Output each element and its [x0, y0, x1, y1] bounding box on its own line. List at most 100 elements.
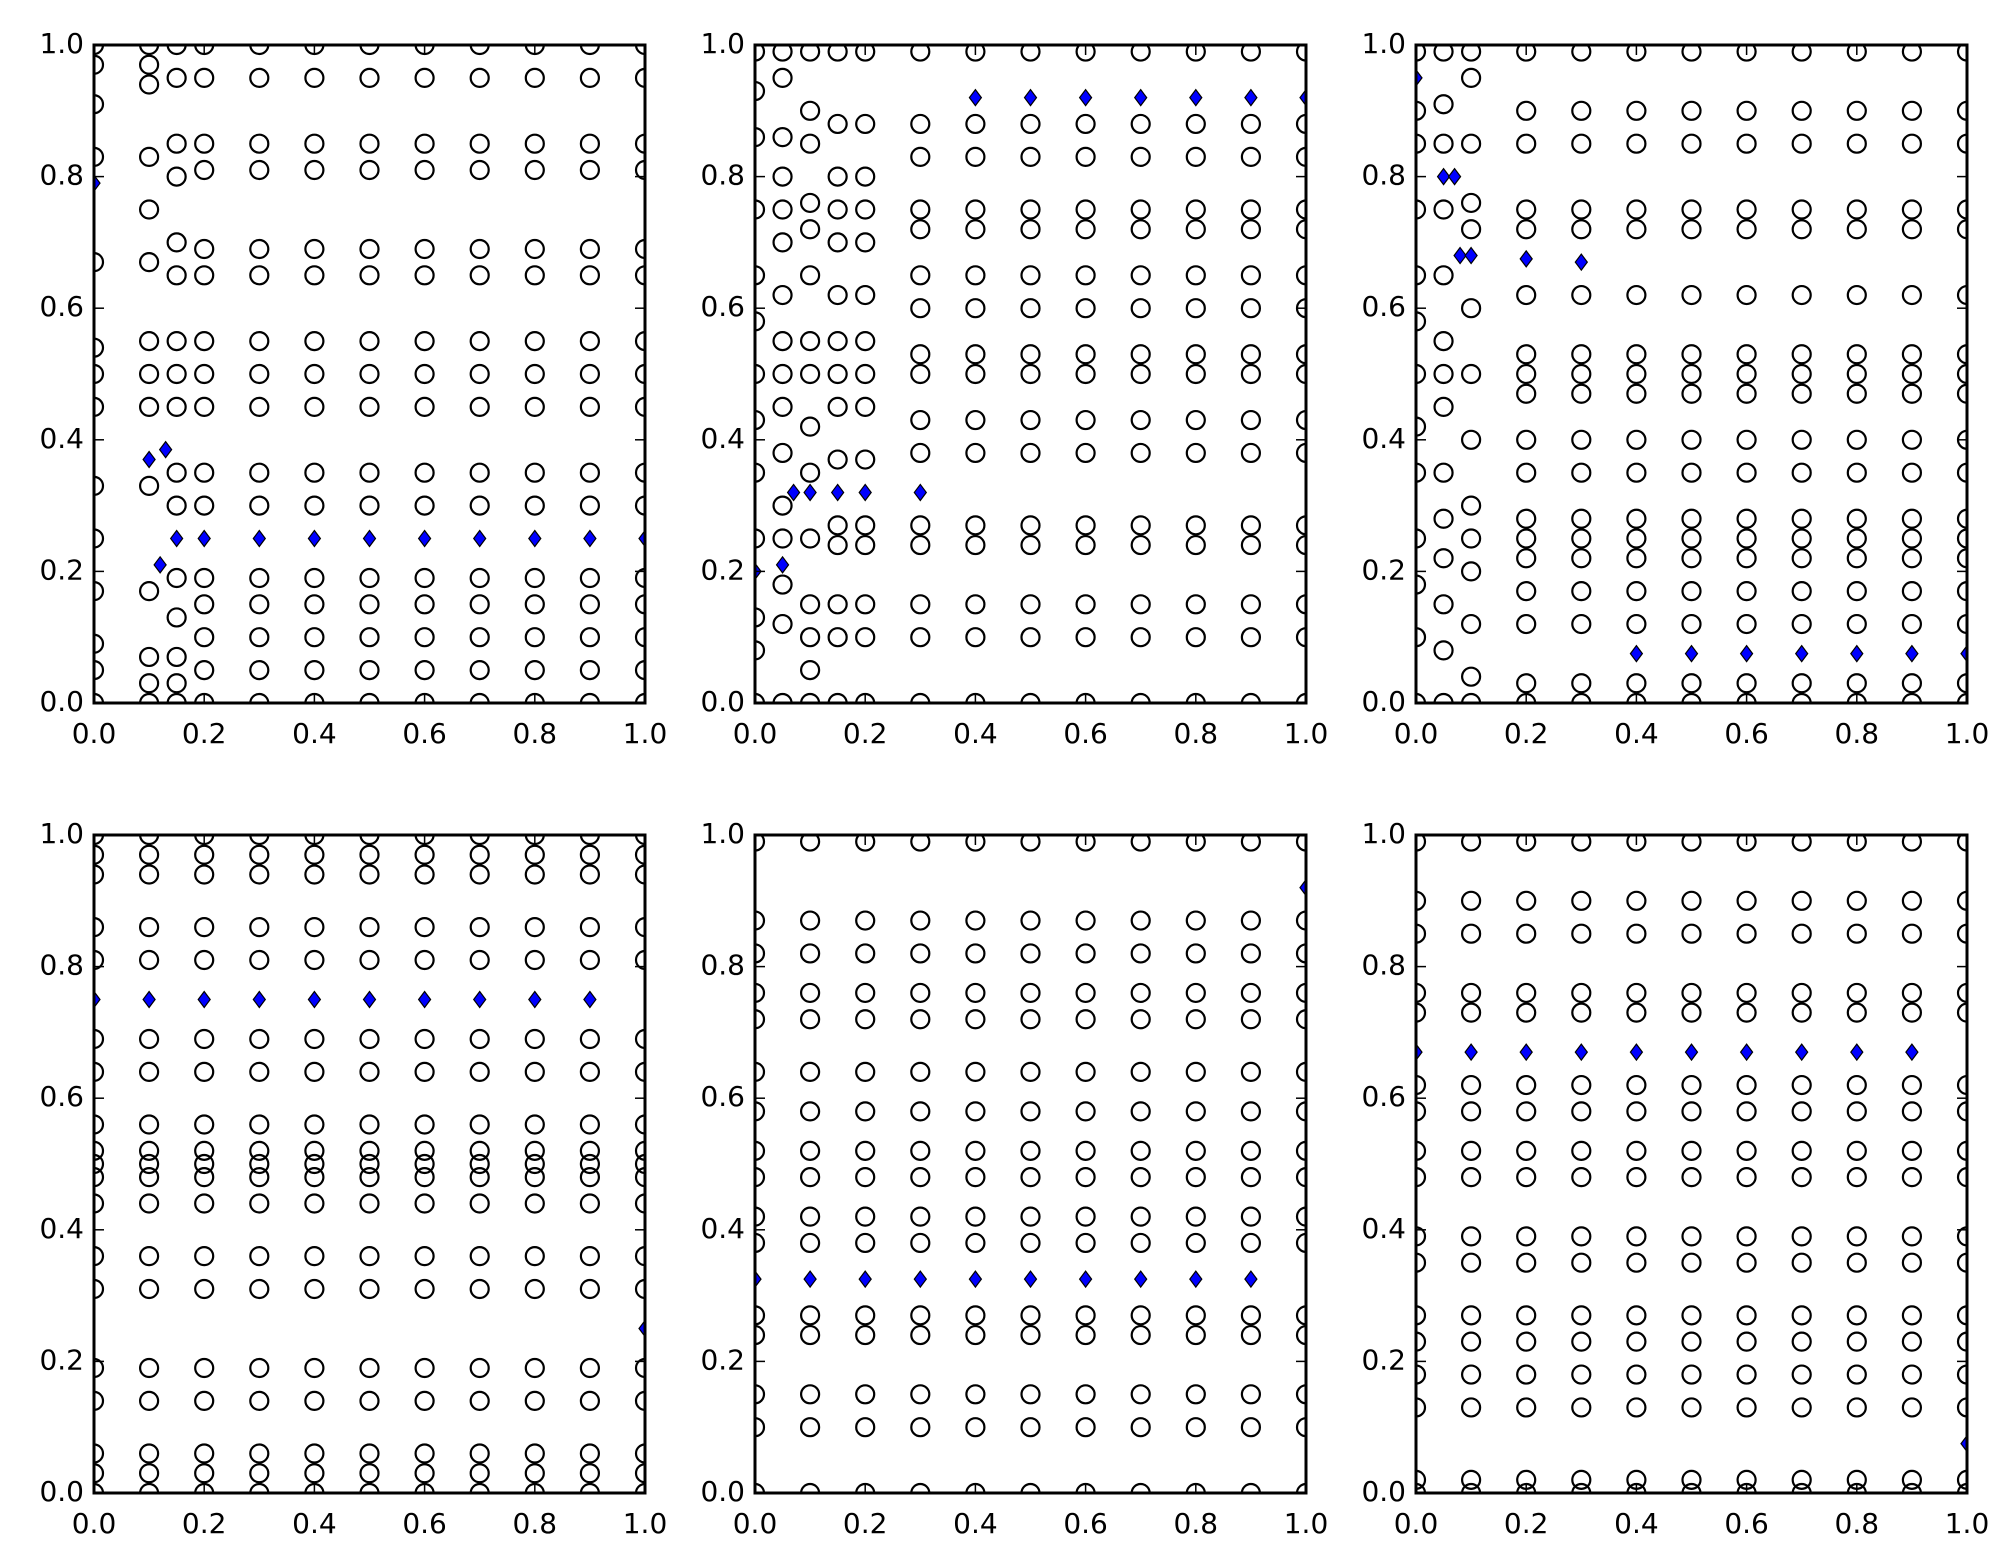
circle-point [304, 238, 325, 260]
circle-point [1460, 666, 1482, 687]
subplot: 0.0 0.2 0.4 0.6 0.8 1.0 0.0 0.2 0.4 0.6 0.8 1.0 [700, 817, 1328, 1540]
circle-point [1736, 1226, 1757, 1247]
circle-point [1185, 1061, 1206, 1082]
circle-point [772, 199, 793, 220]
circle-point [910, 363, 931, 385]
circle-point [524, 1357, 545, 1379]
diamond-point [417, 529, 432, 548]
circle-point [1736, 1140, 1757, 1161]
circle-point [799, 1417, 821, 1438]
circle-point [359, 567, 380, 589]
circle-point [359, 331, 380, 352]
circle-point [1791, 834, 1812, 852]
diamond-point [913, 483, 928, 502]
circle-point [524, 1114, 545, 1135]
circle-point [799, 1101, 821, 1122]
circle-point [414, 1167, 435, 1188]
diamond-point [142, 450, 156, 469]
circle-point [1020, 113, 1041, 135]
circle-point [194, 949, 215, 971]
circle-point [414, 1278, 435, 1300]
circle-point [1901, 1305, 1923, 1326]
circle-point [1185, 298, 1206, 319]
circle-point [1681, 383, 1702, 404]
circle-point [1460, 429, 1482, 450]
circle-point [1736, 344, 1757, 365]
circle-point [304, 396, 325, 417]
circle-point [1901, 548, 1923, 569]
circle-point [1571, 1305, 1592, 1326]
circle-point [1791, 219, 1812, 240]
circle-point [772, 574, 793, 595]
circle-point [139, 1193, 160, 1214]
circle-point [359, 462, 380, 483]
circle-point [579, 949, 601, 971]
diamond-point [1133, 1270, 1148, 1289]
circle-point [1020, 1140, 1041, 1161]
circle-point [194, 864, 215, 885]
circle-point [524, 594, 545, 615]
circle-point [194, 1193, 215, 1214]
x-tick-label: 1.0 [623, 717, 668, 750]
circle-point [359, 1193, 380, 1214]
y-tick-label: 0.2 [39, 553, 84, 586]
circle-point [1736, 528, 1757, 549]
circle-point [469, 627, 490, 648]
circle-point [1571, 1101, 1592, 1122]
circle-point [1901, 133, 1923, 154]
circle-point [304, 1278, 325, 1300]
circle-point [1791, 923, 1812, 944]
circle-point [166, 396, 187, 417]
circle-point [1681, 344, 1702, 365]
circle-point [855, 834, 876, 852]
y-tick-label: 0.6 [700, 290, 745, 323]
circle-point [139, 864, 160, 885]
circle-point [194, 594, 215, 615]
circle-point [414, 659, 435, 681]
circle-point [1516, 581, 1537, 602]
circle-point [910, 515, 931, 536]
circle-point [469, 396, 490, 417]
circle-point [524, 238, 545, 260]
circle-point [965, 627, 986, 648]
circle-point [579, 1167, 601, 1188]
circle-point [1791, 1305, 1812, 1326]
circle-point [139, 1061, 160, 1082]
circle-point [1516, 133, 1537, 154]
circle-point [1736, 133, 1757, 154]
x-tick-label: 0.2 [1504, 1507, 1549, 1540]
circle-point [1901, 673, 1923, 694]
circle-point [910, 1417, 931, 1438]
circle-point [1130, 1417, 1151, 1438]
circle-point [1240, 442, 1262, 464]
circle-point [579, 594, 601, 615]
diamond-point [153, 555, 167, 574]
circle-point [1791, 1002, 1812, 1023]
circle-point [855, 1305, 876, 1326]
circle-point [1791, 613, 1812, 635]
circle-point [965, 1140, 986, 1161]
circle-point [524, 1246, 545, 1267]
circle-point [139, 252, 160, 273]
circle-point [799, 627, 821, 648]
circle-point [1736, 1331, 1757, 1352]
circle-point [359, 1278, 380, 1300]
circle-point [1240, 146, 1262, 167]
circle-point [579, 567, 601, 589]
points [754, 44, 1307, 704]
circle-point [1681, 528, 1702, 549]
circle-point [1626, 363, 1647, 385]
y-tick-label: 0.0 [700, 1475, 745, 1508]
circle-point [1516, 923, 1537, 944]
y-tick-label: 0.2 [700, 1343, 745, 1376]
circle-point [1626, 383, 1647, 404]
circle-point [1681, 1331, 1702, 1352]
diamond-point [775, 555, 790, 574]
circle-point [1571, 834, 1592, 852]
diamond-point [252, 529, 267, 548]
circle-point [579, 1114, 601, 1135]
circle-point [1240, 943, 1262, 964]
circle-point [1461, 834, 1482, 852]
circle-point [1075, 627, 1096, 648]
circle-point [1571, 1252, 1592, 1273]
